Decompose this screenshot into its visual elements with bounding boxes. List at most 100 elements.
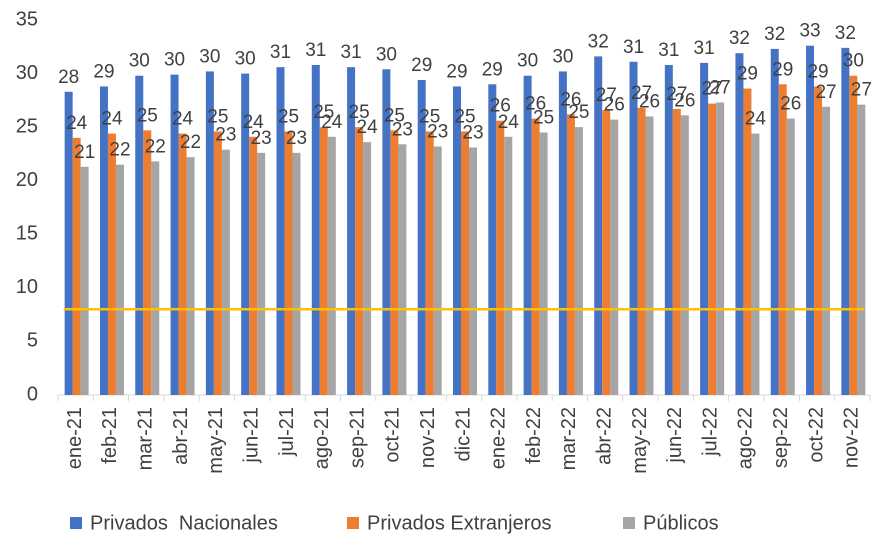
- data-label: 25: [568, 102, 589, 123]
- bar: [602, 110, 611, 395]
- bar: [594, 56, 603, 396]
- data-label: 29: [482, 59, 503, 80]
- x-tick-label: abr-21: [170, 407, 192, 465]
- data-label: 30: [376, 44, 397, 65]
- bar: [417, 80, 426, 395]
- data-label: 29: [737, 64, 758, 85]
- legend-swatch: [347, 517, 359, 529]
- bar: [135, 75, 144, 395]
- data-label: 25: [384, 105, 405, 126]
- data-label: 24: [172, 109, 194, 130]
- bar: [115, 164, 124, 395]
- y-tick-label: 30: [16, 62, 38, 84]
- bar: [857, 104, 866, 396]
- data-label: 31: [658, 40, 679, 61]
- y-tick-label: 20: [16, 169, 38, 191]
- y-tick-label: 10: [16, 276, 38, 298]
- x-tick-label: nov-22: [841, 407, 863, 468]
- bar: [680, 115, 689, 395]
- data-label: 27: [631, 83, 652, 104]
- data-label: 26: [639, 91, 660, 112]
- x-tick-label: mar-21: [135, 407, 157, 470]
- data-label: 24: [243, 112, 265, 133]
- y-tick-label: 5: [27, 330, 38, 352]
- bar: [539, 132, 548, 395]
- bar: [558, 71, 567, 395]
- bar: [637, 107, 646, 395]
- x-tick-label: may-22: [629, 407, 651, 474]
- bar: [143, 130, 152, 395]
- bar: [453, 86, 461, 395]
- bar: [355, 127, 364, 396]
- x-tick-label: jul-22: [699, 407, 721, 457]
- x-tick-label: sep-21: [346, 407, 368, 468]
- bar: [292, 152, 301, 395]
- legend-label: Privados Extranjeros: [367, 512, 552, 534]
- data-label: 31: [623, 37, 644, 58]
- bar: [814, 86, 823, 395]
- x-tick-label: nov-21: [417, 407, 439, 468]
- bar: [284, 131, 293, 395]
- y-tick-label: 25: [16, 115, 38, 137]
- data-label: 33: [799, 21, 820, 42]
- data-label: 25: [137, 105, 158, 126]
- bar: [170, 74, 179, 396]
- data-label: 29: [807, 61, 828, 82]
- data-label: 26: [604, 95, 625, 116]
- bar: [151, 161, 160, 395]
- data-label: 30: [843, 51, 864, 72]
- data-label: 25: [313, 102, 334, 123]
- data-label: 30: [164, 50, 185, 71]
- data-label: 27: [596, 85, 617, 106]
- data-label: 29: [93, 61, 114, 82]
- bar: [241, 73, 250, 396]
- bar: [64, 91, 73, 396]
- bar: [221, 149, 230, 395]
- bar: [700, 62, 709, 395]
- bar: [786, 118, 795, 396]
- data-label: 23: [462, 123, 483, 144]
- bar: [574, 127, 583, 396]
- bar: [107, 133, 116, 396]
- data-label: 32: [729, 28, 750, 49]
- data-label: 25: [349, 102, 370, 123]
- bar: [186, 157, 195, 395]
- data-label: 25: [278, 106, 299, 127]
- data-label: 23: [251, 128, 272, 149]
- x-tick-label: abr-22: [593, 407, 615, 465]
- x-tick-label: oct-21: [382, 407, 404, 463]
- bar: [347, 67, 356, 396]
- x-tick-label: dic-21: [452, 407, 474, 461]
- data-label: 27: [666, 84, 687, 105]
- data-label: 27: [710, 78, 731, 99]
- bar: [841, 47, 850, 395]
- data-label: 32: [588, 31, 609, 52]
- x-tick-label: may-21: [205, 407, 227, 474]
- bar: [433, 146, 442, 395]
- data-label: 27: [815, 82, 836, 103]
- x-tick-label: jul-21: [276, 407, 298, 457]
- bar: [249, 136, 258, 396]
- data-label: 31: [694, 38, 715, 59]
- bar: [496, 120, 505, 395]
- bar: [778, 84, 787, 396]
- bar: [849, 75, 858, 395]
- data-label: 25: [419, 106, 440, 127]
- bar: [469, 147, 477, 395]
- data-label: 26: [490, 96, 511, 117]
- data-label: 25: [533, 108, 554, 129]
- bar: [213, 131, 222, 395]
- bar: [398, 144, 407, 395]
- data-label: 26: [560, 89, 581, 110]
- y-tick-label: 15: [16, 223, 38, 245]
- y-tick-label: 35: [16, 8, 38, 30]
- bar: [610, 119, 619, 396]
- bar: [716, 102, 725, 395]
- data-label: 26: [674, 90, 695, 111]
- legend-label: Públicos: [643, 512, 719, 534]
- legend-swatch: [70, 517, 82, 529]
- data-label: 25: [454, 106, 475, 127]
- bar: [72, 137, 81, 395]
- x-tick-label: ago-21: [311, 407, 333, 469]
- bar: [523, 75, 532, 395]
